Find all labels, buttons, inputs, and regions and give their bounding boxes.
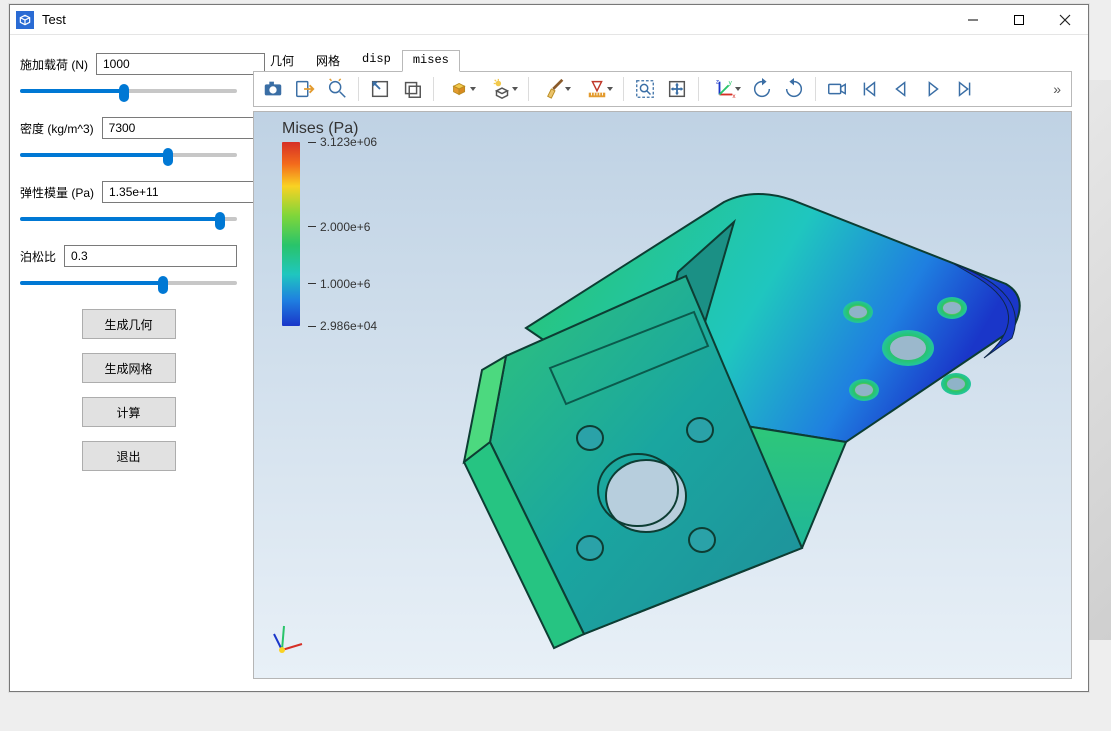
- button-生成几何[interactable]: 生成几何: [82, 309, 176, 339]
- lighting-icon[interactable]: [482, 74, 522, 104]
- titlebar[interactable]: Test: [10, 5, 1088, 35]
- legend-tick: 3.123e+06: [308, 135, 377, 149]
- paint-icon[interactable]: [535, 74, 575, 104]
- minimize-button[interactable]: [950, 5, 996, 35]
- frame-last-icon[interactable]: [950, 74, 980, 104]
- param-input-2[interactable]: [102, 181, 271, 203]
- rotate-cw-icon[interactable]: [779, 74, 809, 104]
- snap-top-left-icon[interactable]: [365, 74, 395, 104]
- app-window: Test 施加载荷 (N) 密度 (kg/m^3) 弹性模量 (Pa) 泊松比 生成几…: [9, 4, 1089, 692]
- param-label: 密度 (kg/m^3): [20, 120, 94, 137]
- toolbar: x z y »: [253, 71, 1072, 107]
- param-label: 泊松比: [20, 248, 56, 265]
- axes-icon[interactable]: x z y: [705, 74, 745, 104]
- maximize-button[interactable]: [996, 5, 1042, 35]
- button-计算[interactable]: 计算: [82, 397, 176, 427]
- param-label: 弹性模量 (Pa): [20, 184, 94, 201]
- axes-triad-icon: [268, 620, 308, 660]
- frame-first-icon[interactable]: [854, 74, 884, 104]
- param-slider-2[interactable]: [20, 209, 237, 227]
- tab-strip: 几何网格dispmises: [253, 49, 1088, 71]
- iso-surfaces-icon[interactable]: [440, 74, 480, 104]
- window-title: Test: [42, 12, 66, 27]
- param-input-3[interactable]: [64, 245, 237, 267]
- svg-text:y: y: [729, 79, 733, 86]
- legend-colorbar: [282, 142, 300, 326]
- color-legend: Mises (Pa) 3.123e+062.000e+61.000e+62.98…: [282, 120, 388, 326]
- param-input-0[interactable]: [96, 53, 265, 75]
- button-生成网格[interactable]: 生成网格: [82, 353, 176, 383]
- button-退出[interactable]: 退出: [82, 441, 176, 471]
- param-slider-1[interactable]: [20, 145, 237, 163]
- app-logo-icon: [16, 11, 34, 29]
- close-button[interactable]: [1042, 5, 1088, 35]
- viewport-3d[interactable]: Mises (Pa) 3.123e+062.000e+61.000e+62.98…: [253, 111, 1072, 679]
- legend-tick: 1.000e+6: [308, 277, 370, 291]
- svg-text:x: x: [732, 93, 736, 100]
- tab-网格[interactable]: 网格: [305, 49, 351, 71]
- camera-icon[interactable]: [258, 74, 288, 104]
- zoom-fit-icon[interactable]: [322, 74, 352, 104]
- measure-icon[interactable]: [577, 74, 617, 104]
- toolbar-overflow-icon[interactable]: »: [1047, 81, 1067, 97]
- param-input-1[interactable]: [102, 117, 271, 139]
- record-icon[interactable]: [822, 74, 852, 104]
- pan-icon[interactable]: [662, 74, 692, 104]
- rotate-ccw-icon[interactable]: [747, 74, 777, 104]
- tab-几何[interactable]: 几何: [259, 49, 305, 71]
- legend-tick: 2.000e+6: [308, 220, 370, 234]
- tab-disp[interactable]: disp: [351, 49, 402, 71]
- param-slider-3[interactable]: [20, 273, 237, 291]
- rendered-part: [394, 142, 1034, 662]
- zoom-box-icon[interactable]: [630, 74, 660, 104]
- frame-play-icon[interactable]: [918, 74, 948, 104]
- param-slider-0[interactable]: [20, 81, 237, 99]
- legend-tick: 2.986e+04: [308, 319, 377, 333]
- multi-window-icon[interactable]: [397, 74, 427, 104]
- export-icon[interactable]: [290, 74, 320, 104]
- svg-text:z: z: [716, 79, 719, 86]
- tab-mises[interactable]: mises: [402, 50, 460, 72]
- param-label: 施加载荷 (N): [20, 56, 88, 73]
- main-area: 几何网格dispmises xzy» Mises (Pa) 3.123e+062…: [253, 35, 1088, 691]
- frame-prev-icon[interactable]: [886, 74, 916, 104]
- sidebar: 施加载荷 (N) 密度 (kg/m^3) 弹性模量 (Pa) 泊松比 生成几何生成网格…: [10, 35, 253, 691]
